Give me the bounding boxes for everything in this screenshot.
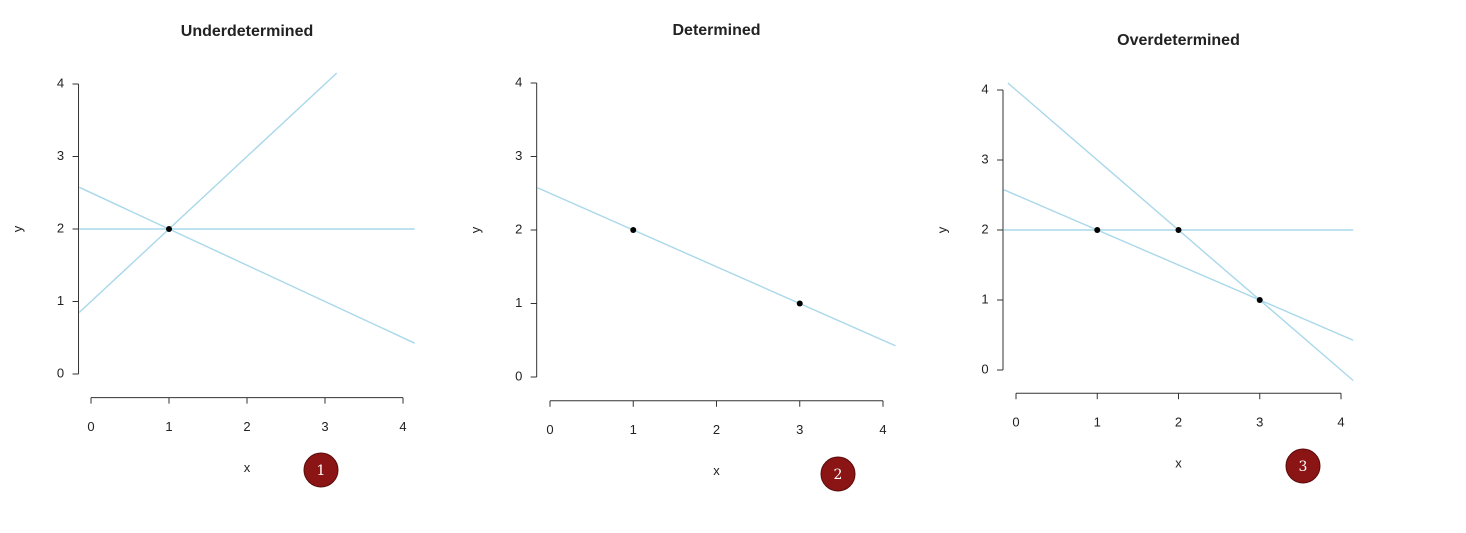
x-tick-label: 0 [546,422,553,437]
x-tick-label: 0 [87,419,94,434]
point [1094,227,1101,233]
x-tick-label: 4 [1337,415,1344,430]
y-tick-label: 2 [981,221,988,236]
y-axis-label: y [468,226,483,233]
point [796,300,803,307]
point [1175,227,1182,233]
badge [820,456,856,492]
x-tick-label: 3 [321,419,328,434]
y-tick-label: 3 [981,151,988,166]
y-axis-label: y [10,225,25,232]
y-tick-label: 2 [57,220,64,235]
y-tick-label: 4 [981,81,988,96]
x-tick-label: 1 [165,419,172,434]
y-tick-label: 2 [515,221,522,236]
y-tick-label: 1 [515,295,522,310]
x-axis-label: x [1175,456,1182,471]
y-tick-label: 1 [57,293,64,308]
badge [1285,448,1321,484]
x-tick-label: 1 [630,422,637,437]
point [1256,297,1263,303]
badge-label: 3 [1299,459,1308,475]
badge [303,452,339,488]
x-tick-label: 3 [1256,415,1263,430]
x-axis-label: x [244,460,251,475]
line [78,72,338,313]
y-tick-label: 1 [981,291,988,306]
x-tick-label: 1 [1094,415,1101,430]
point [630,227,637,233]
y-tick-label: 0 [57,365,64,380]
y-tick-label: 3 [515,148,522,163]
y-axis-label: y [934,226,949,233]
badge-label: 1 [317,463,326,479]
x-tick-label: 3 [796,422,803,437]
line [537,187,896,347]
line [1003,189,1354,341]
line [79,186,415,344]
chart-title: Determined [672,22,760,39]
x-tick-label: 2 [1175,415,1182,430]
x-tick-label: 0 [1012,415,1019,430]
y-tick-label: 3 [57,148,64,163]
chart-title: Overdetermined [1117,32,1240,49]
y-tick-label: 0 [515,368,522,383]
x-axis-label: x [713,463,720,478]
y-tick-label: 4 [515,74,522,89]
x-tick-label: 4 [879,422,886,437]
x-tick-label: 4 [399,419,406,434]
x-tick-label: 2 [713,422,720,437]
y-tick-label: 4 [57,75,64,90]
y-tick-label: 0 [981,361,988,376]
badge-label: 2 [834,467,843,483]
point [166,226,172,232]
chart-title: Underdetermined [181,23,313,40]
x-tick-label: 2 [243,419,250,434]
